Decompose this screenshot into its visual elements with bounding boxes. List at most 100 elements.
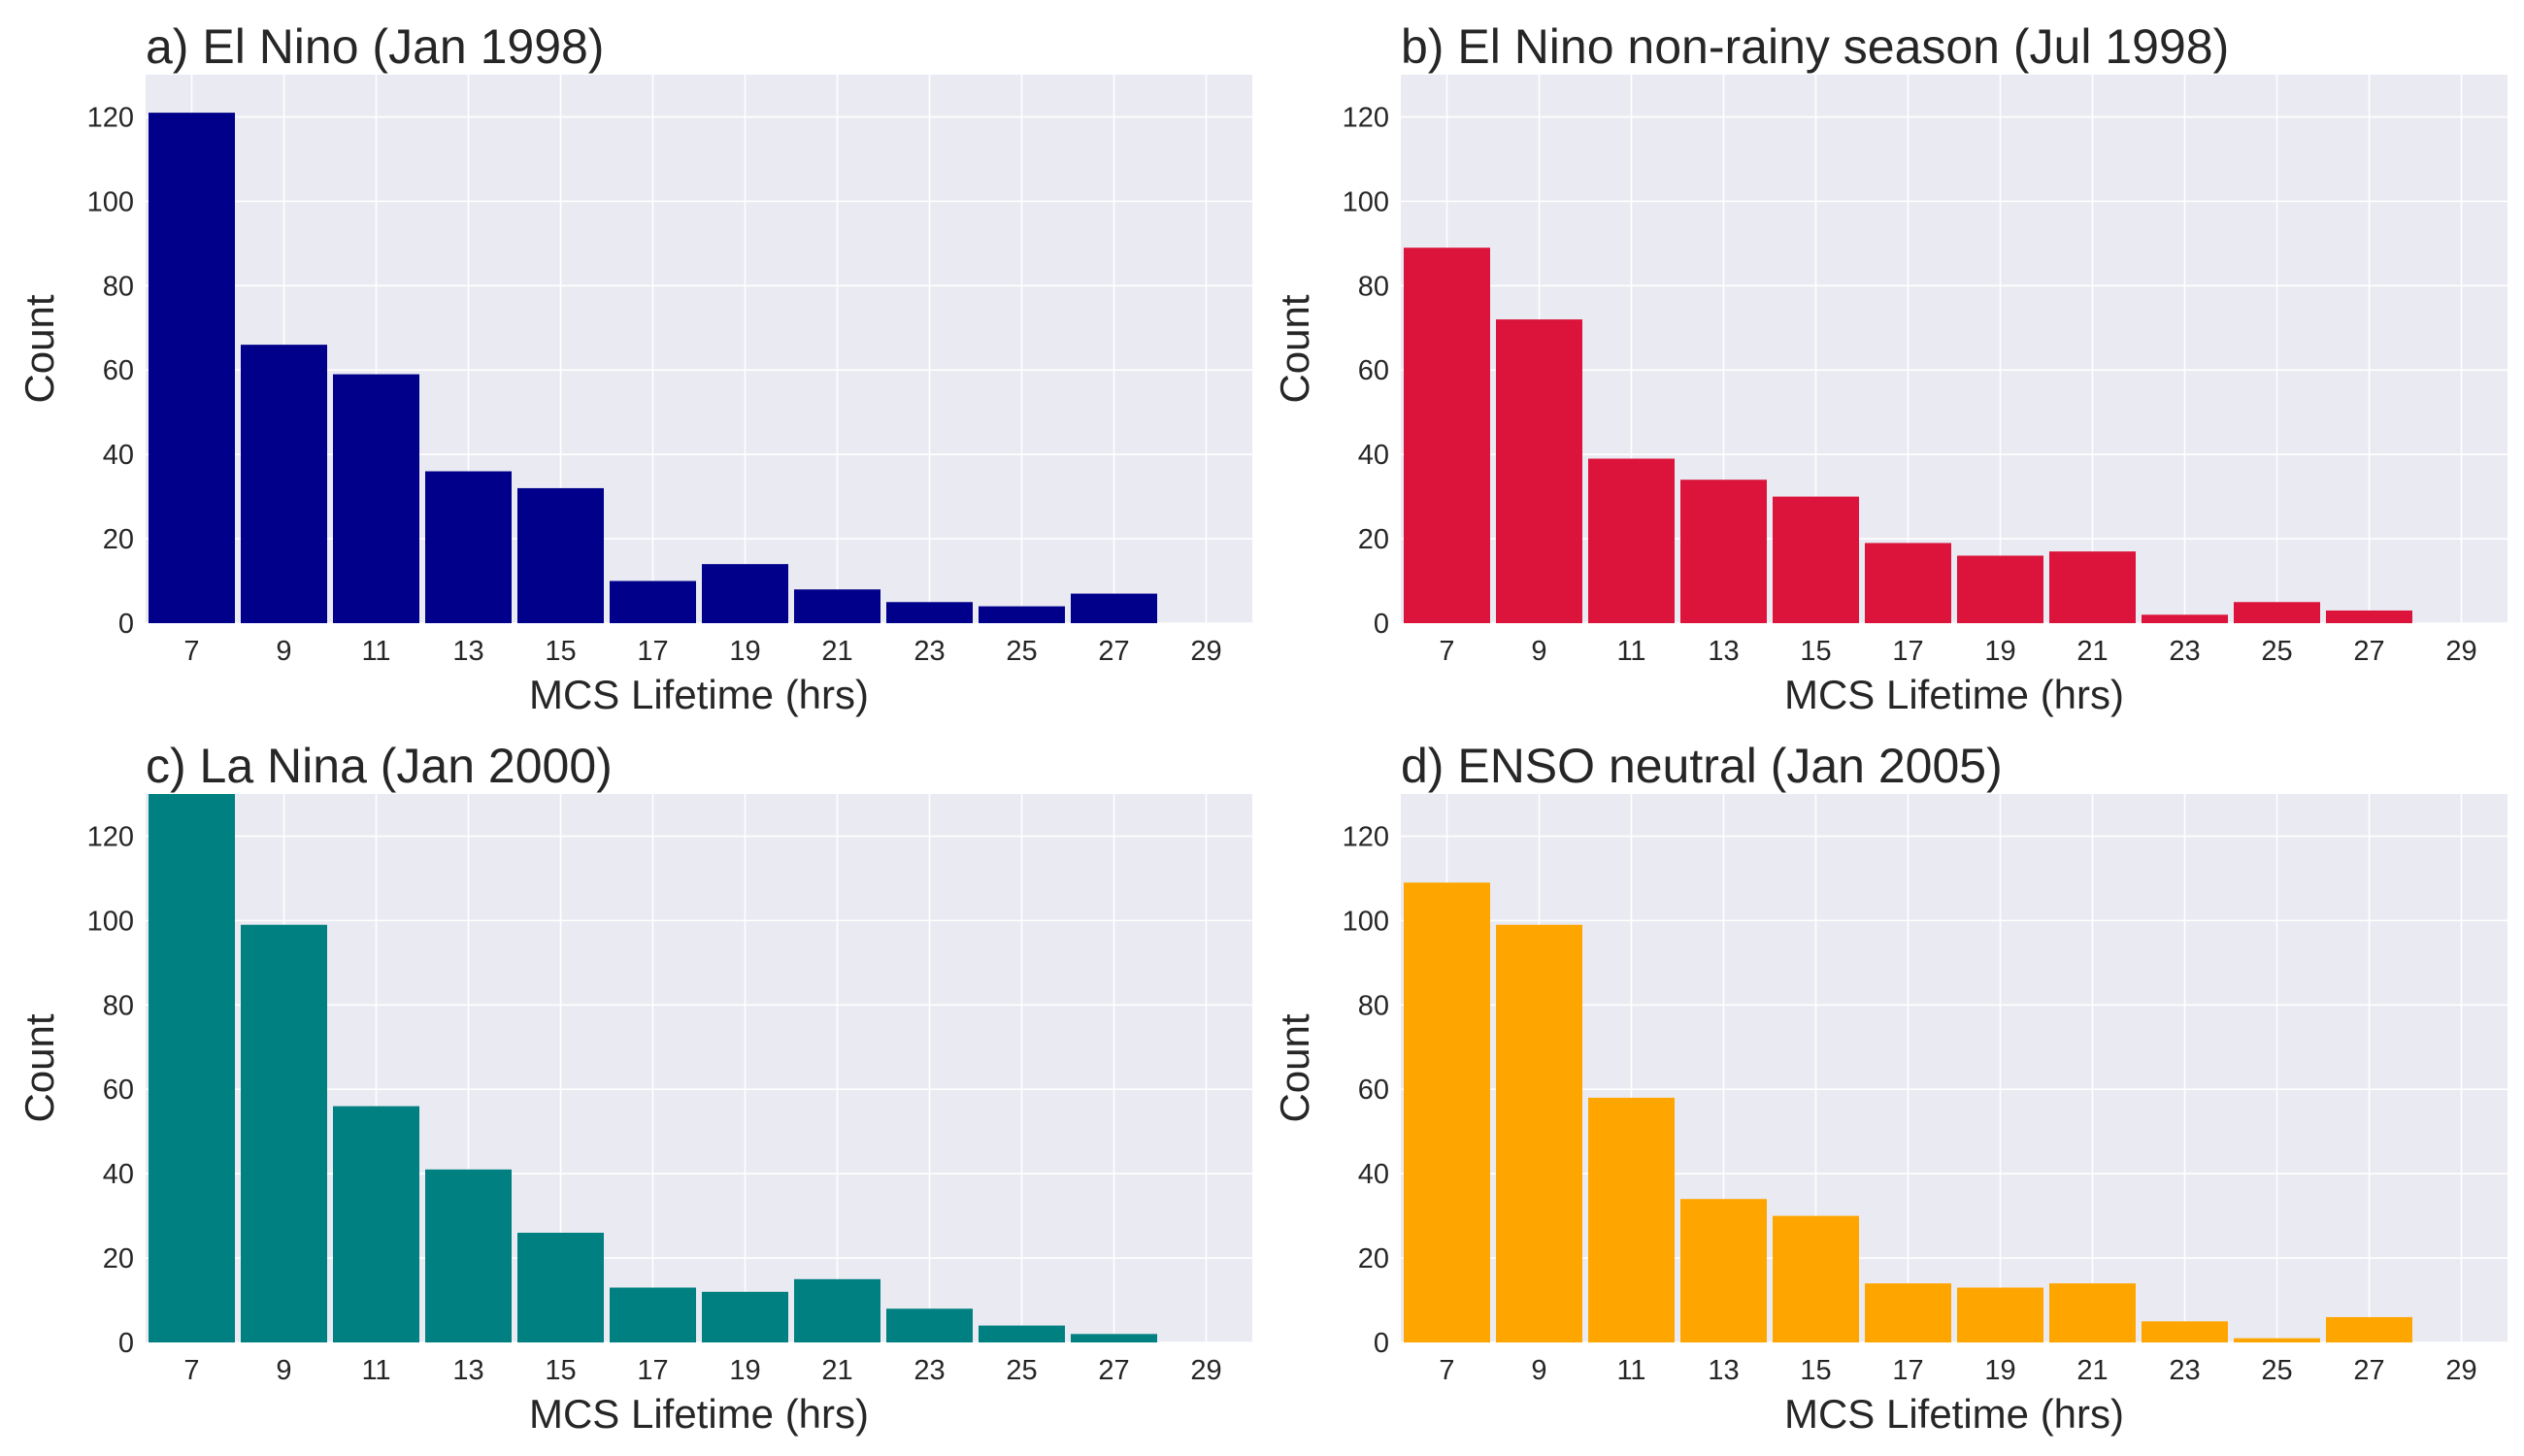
x-tick-label: 9 <box>276 636 291 667</box>
x-tick-label: 19 <box>729 636 760 667</box>
x-tick-label: 15 <box>1800 636 1831 667</box>
x-tick-label: 23 <box>913 1355 945 1386</box>
histogram-bar <box>1957 555 2043 623</box>
histogram-bar <box>702 564 788 623</box>
y-tick-label: 60 <box>1358 1075 1389 1106</box>
y-tick-label: 120 <box>87 821 134 852</box>
panel-title: b) El Nino non-rainy season (Jul 1998) <box>1401 19 2229 74</box>
y-tick-label: 20 <box>103 1243 134 1274</box>
x-tick-label: 17 <box>1892 636 1923 667</box>
histogram-bar <box>1496 319 1582 623</box>
histogram-bar <box>2142 1321 2228 1342</box>
y-tick-label: 80 <box>103 990 134 1021</box>
histogram-bar <box>2326 610 2412 623</box>
y-tick-label: 100 <box>1343 186 1389 217</box>
histogram-bar <box>1404 882 1490 1342</box>
y-tick-label: 120 <box>1343 821 1389 852</box>
histogram-bar <box>1496 924 1582 1342</box>
x-tick-label: 9 <box>276 1355 291 1386</box>
x-tick-label: 25 <box>1006 636 1037 667</box>
y-tick-label: 0 <box>1374 609 1389 640</box>
x-tick-label: 29 <box>1190 636 1221 667</box>
histogram-bar <box>702 1291 788 1342</box>
y-tick-label: 120 <box>87 102 134 133</box>
histogram-bar <box>794 589 880 623</box>
y-tick-label: 20 <box>103 524 134 555</box>
histogram-bar <box>1404 248 1490 623</box>
x-tick-label: 27 <box>1098 1355 1129 1386</box>
histogram-bar <box>2234 1338 2320 1342</box>
x-tick-label: 17 <box>637 636 668 667</box>
histogram-bar <box>333 1106 419 1342</box>
x-axis-label: MCS Lifetime (hrs) <box>529 1391 869 1437</box>
x-tick-label: 7 <box>1439 1355 1454 1386</box>
histogram-bar <box>1957 1287 2043 1342</box>
histogram-bar <box>1773 1215 1859 1342</box>
panel-title: d) ENSO neutral (Jan 2005) <box>1401 739 2003 793</box>
x-tick-label: 25 <box>2261 636 2292 667</box>
y-tick-label: 80 <box>1358 990 1389 1021</box>
histogram-bar <box>610 580 696 623</box>
y-tick-label: 60 <box>1358 355 1389 386</box>
x-tick-label: 21 <box>821 636 852 667</box>
x-tick-label: 9 <box>1531 1355 1546 1386</box>
histogram-bar <box>2234 602 2320 623</box>
x-tick-label: 11 <box>1616 1355 1645 1386</box>
y-tick-label: 120 <box>1343 102 1389 133</box>
y-tick-label: 100 <box>87 186 134 217</box>
histogram-bar <box>1680 1199 1767 1342</box>
x-tick-label: 25 <box>2261 1355 2292 1386</box>
x-axis-label: MCS Lifetime (hrs) <box>1784 672 2124 717</box>
plot-background <box>1401 75 2507 623</box>
x-tick-label: 29 <box>1190 1355 1221 1386</box>
histogram-bar <box>1071 1334 1157 1342</box>
histogram-bar <box>425 471 512 623</box>
y-tick-label: 80 <box>1358 271 1389 302</box>
x-tick-label: 17 <box>637 1355 668 1386</box>
histogram-bar <box>333 374 419 623</box>
x-tick-label: 29 <box>2445 636 2476 667</box>
y-axis-label: Count <box>1272 1013 1317 1122</box>
x-tick-label: 23 <box>913 636 945 667</box>
x-tick-label: 27 <box>2353 1355 2384 1386</box>
histogram-bar <box>1865 543 1951 623</box>
histogram-bar <box>149 113 235 624</box>
histogram-bar <box>149 794 235 1342</box>
histogram-bar <box>2142 614 2228 623</box>
histogram-bar <box>2326 1316 2412 1342</box>
histogram-bar <box>1588 458 1675 623</box>
y-axis-label: Count <box>17 1013 62 1122</box>
plot-background <box>146 794 1252 1342</box>
x-tick-label: 19 <box>1984 636 2015 667</box>
x-tick-label: 7 <box>183 1355 199 1386</box>
x-tick-label: 11 <box>361 636 390 667</box>
y-tick-label: 40 <box>1358 440 1389 471</box>
histogram-bar <box>2049 551 2136 623</box>
histogram-bar <box>517 487 604 623</box>
panel-title: a) El Nino (Jan 1998) <box>146 19 604 74</box>
x-tick-label: 23 <box>2169 636 2200 667</box>
histogram-bar <box>979 606 1065 623</box>
x-tick-label: 9 <box>1531 636 1546 667</box>
x-tick-label: 29 <box>2445 1355 2476 1386</box>
x-tick-label: 19 <box>729 1355 760 1386</box>
x-tick-label: 15 <box>1800 1355 1831 1386</box>
x-tick-label: 7 <box>1439 636 1454 667</box>
histogram-bar <box>1588 1097 1675 1342</box>
histogram-bar <box>517 1233 604 1342</box>
histogram-bar <box>1680 480 1767 623</box>
x-tick-label: 23 <box>2169 1355 2200 1386</box>
y-tick-label: 20 <box>1358 524 1389 555</box>
panel-a: 0 20 40 60 80 100 120 7 9 11 13 15 17 19 21 23 25 27 29 a) … <box>17 19 1252 717</box>
x-tick-label: 21 <box>2076 636 2108 667</box>
histogram-bar <box>886 1308 973 1342</box>
y-tick-label: 40 <box>103 1159 134 1190</box>
histogram-bar <box>1071 593 1157 623</box>
histogram-bar <box>241 924 327 1342</box>
x-tick-label: 11 <box>361 1355 390 1386</box>
y-tick-label: 0 <box>118 1328 134 1359</box>
x-tick-label: 13 <box>1708 636 1739 667</box>
histogram-bar <box>610 1287 696 1342</box>
x-tick-label: 13 <box>452 1355 483 1386</box>
